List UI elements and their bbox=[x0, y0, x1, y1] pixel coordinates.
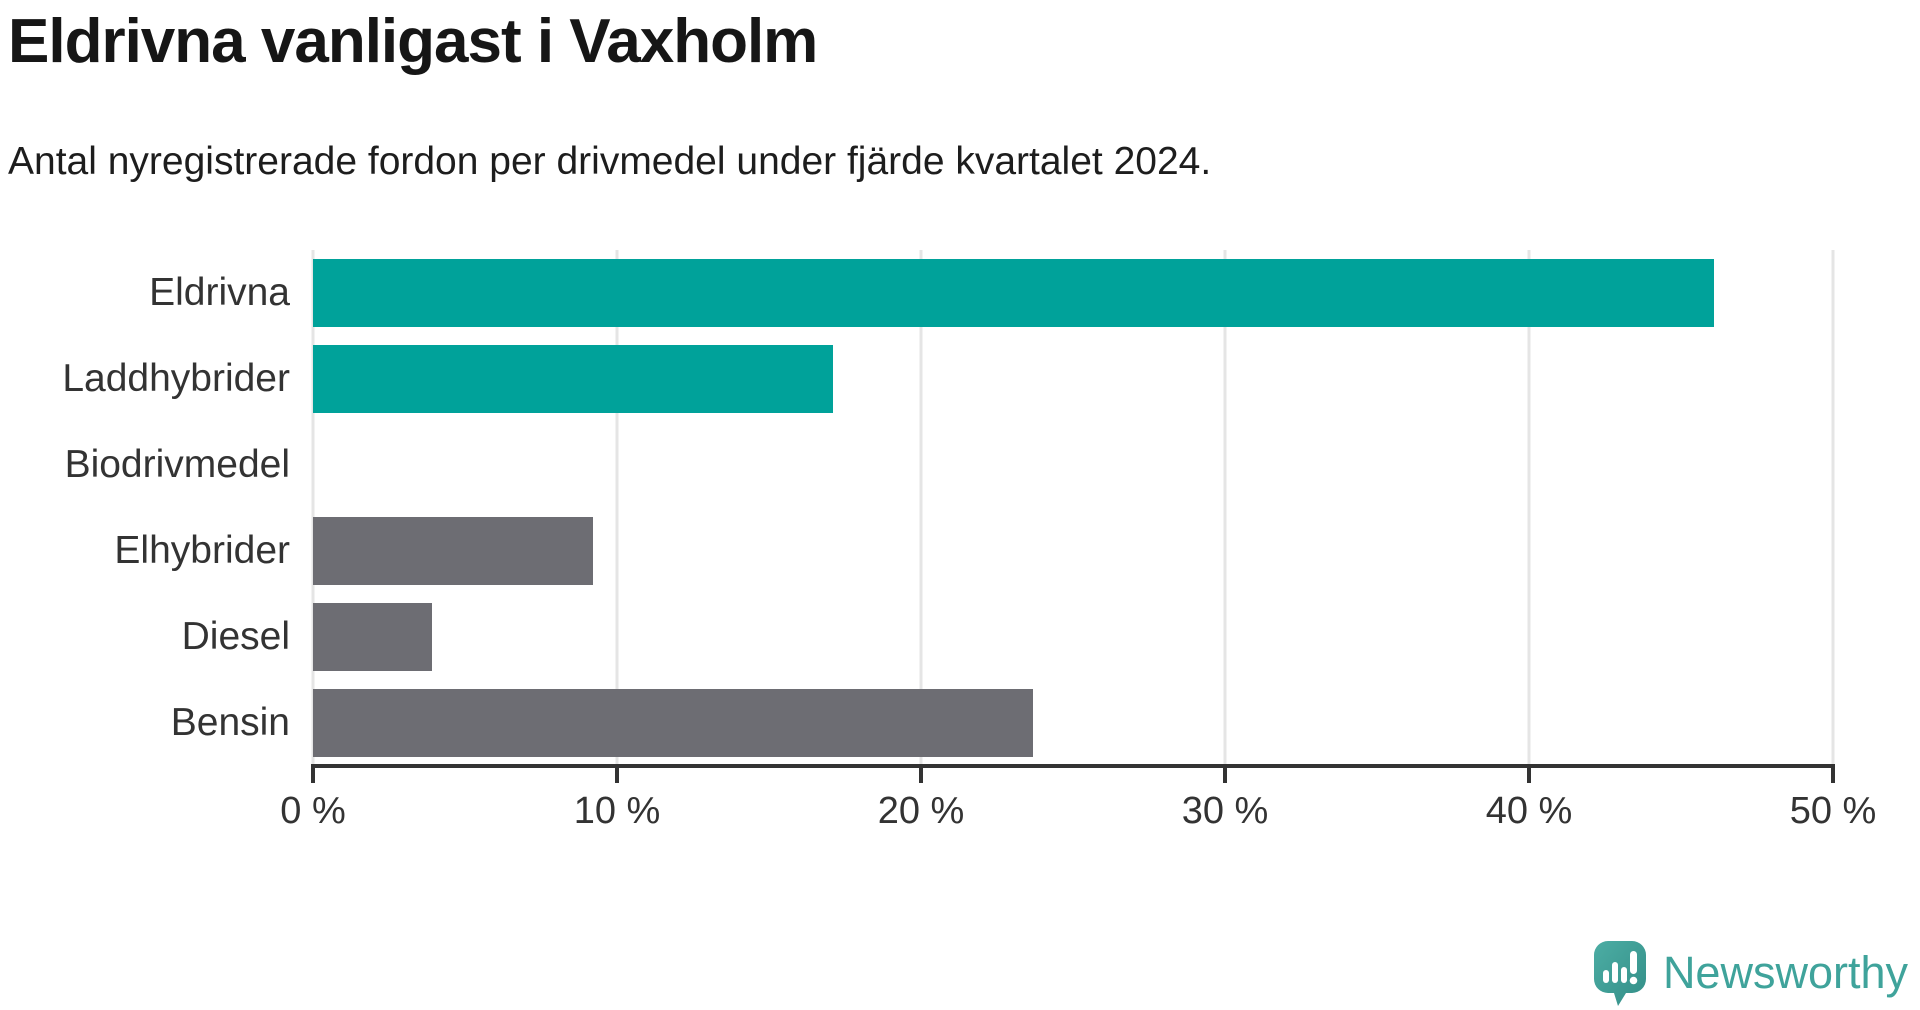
x-tick bbox=[1527, 768, 1531, 783]
x-tick-label: 40 % bbox=[1485, 790, 1573, 832]
gridline bbox=[1527, 250, 1531, 764]
x-tick-label: 0 % bbox=[280, 790, 346, 832]
x-tick-label: 30 % bbox=[1181, 790, 1269, 832]
gridline bbox=[311, 250, 315, 764]
newsworthy-logo-icon bbox=[1593, 940, 1647, 1006]
newsworthy-logo-text: Newsworthy bbox=[1662, 947, 1908, 998]
x-tick bbox=[311, 768, 315, 783]
x-tick bbox=[919, 768, 923, 783]
x-tick bbox=[1223, 768, 1227, 783]
x-tick-label: 10 % bbox=[573, 790, 661, 832]
category-label: Eldrivna bbox=[149, 271, 290, 314]
x-tick-label: 20 % bbox=[877, 790, 965, 832]
newsworthy-logo: Newsworthy bbox=[1593, 940, 1908, 1006]
category-axis: Eldrivna Laddhybrider Biodrivmedel Elhyb… bbox=[0, 250, 290, 764]
x-tick bbox=[1831, 768, 1835, 783]
category-label: Laddhybrider bbox=[62, 357, 290, 400]
gridline bbox=[1223, 250, 1227, 764]
category-label: Diesel bbox=[181, 615, 290, 658]
category-label: Bensin bbox=[170, 701, 290, 744]
x-axis-line bbox=[311, 764, 1835, 768]
gridline bbox=[1831, 250, 1835, 764]
x-axis: 0 % 10 % 20 % 30 % 40 % 50 % bbox=[280, 768, 1876, 848]
gridline bbox=[919, 250, 923, 764]
bar-eldrivna bbox=[313, 259, 1715, 327]
bar-bensin bbox=[313, 689, 1034, 757]
bar-elhybrider bbox=[313, 517, 593, 585]
gridline bbox=[615, 250, 619, 764]
chart-subtitle: Antal nyregistrerade fordon per drivmede… bbox=[8, 140, 1212, 183]
bar-laddhybrider bbox=[313, 345, 833, 413]
x-tick bbox=[615, 768, 619, 783]
bar-diesel bbox=[313, 603, 432, 671]
category-label: Biodrivmedel bbox=[64, 443, 290, 486]
x-tick-label: 50 % bbox=[1789, 790, 1877, 832]
chart-title: Eldrivna vanligast i Vaxholm bbox=[8, 7, 818, 76]
plot-area bbox=[311, 250, 1835, 764]
category-label: Elhybrider bbox=[114, 529, 290, 572]
